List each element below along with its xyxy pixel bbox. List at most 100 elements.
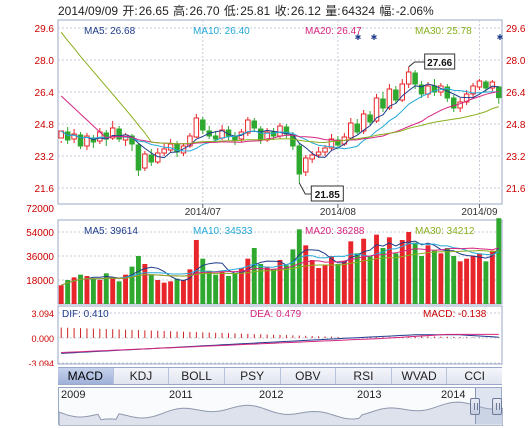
volume-legend-ma: MA30: 34212 xyxy=(415,226,475,237)
candle-body xyxy=(399,83,406,101)
volume-bar xyxy=(168,281,174,304)
tab-wvad[interactable]: WVAD xyxy=(392,368,448,384)
x-axis-label: 2014/08 xyxy=(320,207,357,218)
candle-body xyxy=(245,119,251,134)
candle-body xyxy=(483,81,489,89)
navigator-year-label: 2012 xyxy=(259,389,284,401)
candle-body xyxy=(167,143,174,151)
volume-ma5-line xyxy=(61,240,500,286)
volume-bar xyxy=(412,242,418,304)
price-ma30-line xyxy=(60,31,499,145)
tab-cci[interactable]: CCI xyxy=(464,369,486,383)
candle-body xyxy=(270,131,277,137)
price-axis-label-right: 23.2 xyxy=(506,152,526,163)
price-axis-label-left: 24.8 xyxy=(35,120,55,131)
volume-bar xyxy=(206,270,212,304)
tab-macd[interactable]: MACD xyxy=(58,368,114,384)
volume-bar xyxy=(309,260,315,304)
candle-body xyxy=(354,123,360,133)
volume-bar xyxy=(393,253,399,304)
volume-legend-ma: MA5: 39614 xyxy=(84,226,138,237)
volume-bar xyxy=(251,248,257,304)
volume-bar xyxy=(329,256,334,304)
volume-bar xyxy=(65,280,71,304)
candle-body xyxy=(450,97,457,109)
volume-bar xyxy=(348,241,354,304)
volume-value: 64324 xyxy=(341,4,375,18)
volume-bar xyxy=(335,264,341,304)
left-grip-icon[interactable] xyxy=(470,398,480,415)
candle-body xyxy=(373,97,380,122)
price-axis-label-right: 28.0 xyxy=(506,56,526,67)
price-axis-label-right: 26.4 xyxy=(506,88,526,99)
price-ma10-line xyxy=(60,87,499,152)
volume-bar xyxy=(58,285,64,304)
navigator-year-label: 2014 xyxy=(441,389,466,401)
price-axis-label-left: 28.0 xyxy=(35,56,55,67)
candle-body xyxy=(116,128,122,140)
volume-legend-ma: MA20: 36288 xyxy=(305,226,365,237)
macd-legend-item: DEA: 0.479 xyxy=(250,309,302,320)
volume-axis-label: 36000 xyxy=(26,252,54,263)
candle-body xyxy=(77,134,84,147)
candle-body xyxy=(405,71,412,85)
price-axis-label-right: 24.8 xyxy=(506,120,526,131)
candle-body xyxy=(129,135,135,145)
price-axis-label-right: 21.6 xyxy=(506,184,526,195)
candle-body xyxy=(322,147,328,153)
volume-bar xyxy=(155,280,161,304)
tab-kdj[interactable]: KDJ xyxy=(114,368,170,384)
candle-body xyxy=(200,119,206,131)
volume-bar xyxy=(187,269,193,304)
quote-header: 2014/09/09 开:26.65 高:26.70 低:25.81 收:26.… xyxy=(58,2,435,18)
event-marker-icon: ✱ xyxy=(355,33,362,42)
candle-body xyxy=(315,151,322,156)
volume-bar xyxy=(367,256,373,304)
navigator-year-label: 2009 xyxy=(61,389,86,401)
price-axis-label-right: 29.6 xyxy=(506,24,526,35)
event-marker-icon: ✱ xyxy=(371,33,378,42)
volume-bar xyxy=(271,269,277,304)
candle-body xyxy=(348,122,354,139)
volume-bar xyxy=(406,232,412,304)
price-axis-label-left: 23.2 xyxy=(35,152,55,163)
candle-body xyxy=(489,81,496,89)
tab-psy[interactable]: PSY xyxy=(225,368,281,384)
volume-bar xyxy=(181,280,186,304)
candle-body xyxy=(135,144,142,171)
stock-chart[interactable]: 29.6 29.6 28.0 28.0 26.4 26.4 24.8 24.8 23.2 23.2… xyxy=(0,0,531,366)
timeline-navigator[interactable]: 2009 2011 2012 2013 2014 xyxy=(58,387,503,426)
volume-bar xyxy=(457,261,463,304)
candle-body xyxy=(367,114,373,123)
volume-bar xyxy=(174,278,180,304)
high-label: 高: xyxy=(173,4,189,18)
navigator-year-label: 2011 xyxy=(169,389,193,401)
volume-bar xyxy=(226,276,231,304)
candle-body xyxy=(328,138,335,149)
navigator-year-label: 2013 xyxy=(357,389,382,401)
volume-legend-ma: MA10: 34533 xyxy=(193,226,253,237)
navigator-range-handle[interactable] xyxy=(470,388,502,424)
volume-bar xyxy=(316,268,322,304)
candle-body xyxy=(187,135,193,147)
macd-axis-label: -3.094 xyxy=(28,359,54,366)
volume-bar xyxy=(232,273,238,304)
candle-body xyxy=(257,128,264,141)
tab-rsi[interactable]: RSI xyxy=(336,368,392,384)
volume-bar xyxy=(148,274,154,304)
macd-axis-label: 0.000 xyxy=(31,334,54,344)
volume-bar xyxy=(290,249,296,304)
volume-bar xyxy=(303,245,309,304)
candle-body xyxy=(142,153,148,169)
price-legend-ma: MA5: 26.68 xyxy=(84,26,136,37)
volume-bar xyxy=(425,245,431,304)
max-price-label: 27.66 xyxy=(427,58,452,69)
navigator-sparkline xyxy=(59,401,503,426)
right-grip-icon[interactable] xyxy=(492,398,502,415)
change-value: -2.06% xyxy=(395,4,434,18)
tab-obv[interactable]: OBV xyxy=(281,368,337,384)
tab-boll[interactable]: BOLL xyxy=(169,368,225,384)
x-axis-label: 2014/09 xyxy=(461,207,498,218)
open-label: 开: xyxy=(122,4,138,18)
volume-bar xyxy=(451,256,457,304)
